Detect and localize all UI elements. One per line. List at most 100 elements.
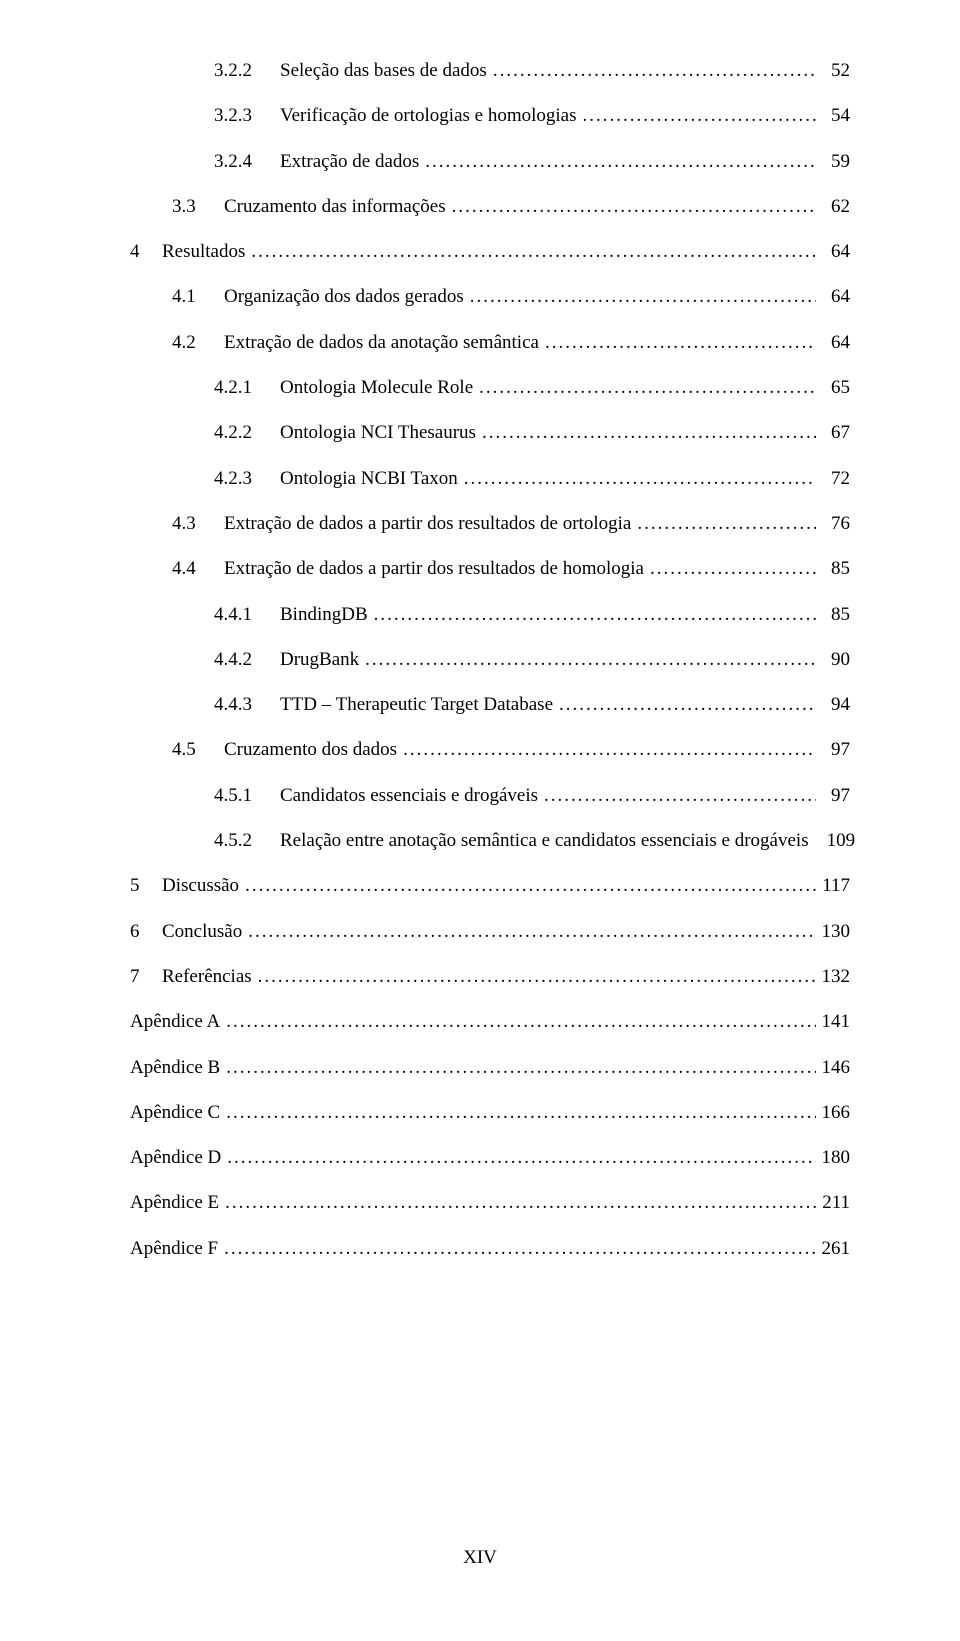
toc-entry: 4Resultados64 <box>130 241 850 264</box>
toc-leader-dots <box>637 513 816 536</box>
toc-entry-page: 62 <box>816 196 850 219</box>
toc-entry-number: 5 <box>130 875 162 898</box>
toc-entry-number: 4.3 <box>172 513 224 536</box>
toc-entry-title: Verificação de ortologias e homologias <box>280 105 583 128</box>
toc-entry-number: 4.5 <box>172 739 224 762</box>
page-number: XIV <box>0 1547 960 1569</box>
toc-leader-dots <box>251 241 816 264</box>
toc-leader-dots <box>374 604 816 627</box>
toc-entry-page: 97 <box>816 785 850 808</box>
toc-entry-number: 4.2.1 <box>214 377 280 400</box>
toc-entry-page: 211 <box>816 1192 850 1215</box>
toc-entry-page: 52 <box>816 60 850 83</box>
toc-entry-page: 146 <box>816 1057 851 1080</box>
toc-entry: Apêndice B 146 <box>130 1057 850 1080</box>
toc-leader-dots <box>425 151 816 174</box>
toc-leader-dots <box>482 422 816 445</box>
toc-entry-title: Referências <box>162 966 258 989</box>
toc-entry-title: Ontologia NCBI Taxon <box>280 468 464 491</box>
toc-entry: 4.3Extração de dados a partir dos result… <box>130 513 850 536</box>
toc-entry-title: Ontologia Molecule Role <box>280 377 479 400</box>
toc-entry-page: 64 <box>816 241 850 264</box>
toc-entry: Apêndice A 141 <box>130 1011 850 1034</box>
toc-entry-page: 109 <box>821 830 856 853</box>
toc-entry: 3.2.2Seleção das bases de dados 52 <box>130 60 850 83</box>
toc-entry-title: Cruzamento dos dados <box>224 739 403 762</box>
toc-leader-dots <box>225 1192 816 1215</box>
toc-entry-page: 85 <box>816 558 850 581</box>
toc-entry: 4.2Extração de dados da anotação semânti… <box>130 332 850 355</box>
toc-entry: Apêndice E 211 <box>130 1192 850 1215</box>
toc-entry-number: 4.4.1 <box>214 604 280 627</box>
toc-entry: 4.2.1Ontologia Molecule Role 65 <box>130 377 850 400</box>
toc-entry-page: 64 <box>816 332 850 355</box>
toc-leader-dots <box>248 921 815 944</box>
toc-entry: 4.2.2Ontologia NCI Thesaurus67 <box>130 422 850 445</box>
toc-entry: 3.2.3Verificação de ortologias e homolog… <box>130 105 850 128</box>
toc-entry: Apêndice F 261 <box>130 1238 850 1261</box>
toc-entry-title: Apêndice B <box>130 1057 226 1080</box>
toc-entry-number: 4 <box>130 241 162 264</box>
toc-entry-page: 59 <box>816 151 850 174</box>
toc-entry-title: Apêndice E <box>130 1192 225 1215</box>
toc-entry-number: 4.4 <box>172 558 224 581</box>
toc-entry-page: 117 <box>816 875 850 898</box>
toc-entry-page: 64 <box>816 286 850 309</box>
toc-entry: 3.3Cruzamento das informações 62 <box>130 196 850 219</box>
toc-entry-number: 3.2.2 <box>214 60 280 83</box>
toc-entry-title: Ontologia NCI Thesaurus <box>280 422 482 445</box>
toc-entry: Apêndice C166 <box>130 1102 850 1125</box>
toc-entry: 7Referências132 <box>130 966 850 989</box>
toc-entry-title: Conclusão <box>162 921 248 944</box>
toc-entry: 3.2.4Extração de dados59 <box>130 151 850 174</box>
toc-entry-page: 94 <box>816 694 850 717</box>
toc-entry: 4.5.2Relação entre anotação semântica e … <box>130 830 850 853</box>
toc-entry: 4.4.3TTD – Therapeutic Target Database94 <box>130 694 850 717</box>
toc-entry-page: 141 <box>816 1011 851 1034</box>
toc-entry-title: TTD – Therapeutic Target Database <box>280 694 559 717</box>
toc-leader-dots <box>365 649 816 672</box>
toc-leader-dots <box>470 286 816 309</box>
toc-entry-page: 261 <box>816 1238 851 1261</box>
toc-entry: 4.4Extração de dados a partir dos result… <box>130 558 850 581</box>
toc-entry: 4.2.3Ontologia NCBI Taxon72 <box>130 468 850 491</box>
toc-entry-number: 3.3 <box>172 196 224 219</box>
toc-entry-number: 4.4.2 <box>214 649 280 672</box>
toc-entry-page: 130 <box>816 921 851 944</box>
toc-entry-title: Extração de dados a partir dos resultado… <box>224 513 637 536</box>
table-of-contents: 3.2.2Seleção das bases de dados 52 3.2.3Ve… <box>130 60 850 1261</box>
toc-entry-page: 54 <box>816 105 850 128</box>
toc-entry-title: Relação entre anotação semântica e candi… <box>280 830 815 853</box>
toc-entry-number: 6 <box>130 921 162 944</box>
toc-entry-title: Seleção das bases de dados <box>280 60 493 83</box>
toc-entry-title: Apêndice F <box>130 1238 224 1261</box>
toc-entry-page: 85 <box>816 604 850 627</box>
toc-leader-dots <box>544 785 816 808</box>
toc-entry-title: Extração de dados <box>280 151 425 174</box>
toc-entry: 4.1Organização dos dados gerados64 <box>130 286 850 309</box>
toc-entry-page: 90 <box>816 649 850 672</box>
toc-entry-title: Discussão <box>162 875 245 898</box>
toc-entry-number: 3.2.3 <box>214 105 280 128</box>
toc-entry-title: Cruzamento das informações <box>224 196 452 219</box>
toc-entry-page: 180 <box>816 1147 851 1170</box>
toc-leader-dots <box>226 1057 815 1080</box>
toc-entry-page: 65 <box>816 377 850 400</box>
toc-leader-dots <box>403 739 816 762</box>
toc-leader-dots <box>479 377 816 400</box>
toc-entry: 4.5.1Candidatos essenciais e drogáveis97 <box>130 785 850 808</box>
toc-entry-title: Apêndice A <box>130 1011 226 1034</box>
toc-entry-title: Apêndice D <box>130 1147 227 1170</box>
toc-leader-dots <box>226 1011 815 1034</box>
toc-entry-title: Extração de dados da anotação semântica <box>224 332 545 355</box>
toc-leader-dots <box>493 60 816 83</box>
toc-leader-dots <box>452 196 816 219</box>
toc-leader-dots <box>224 1238 815 1261</box>
toc-leader-dots <box>583 105 816 128</box>
toc-entry-page: 132 <box>816 966 851 989</box>
toc-leader-dots <box>559 694 816 717</box>
toc-leader-dots <box>545 332 816 355</box>
toc-leader-dots <box>650 558 816 581</box>
toc-entry-number: 4.2.2 <box>214 422 280 445</box>
toc-entry-title: Apêndice C <box>130 1102 226 1125</box>
